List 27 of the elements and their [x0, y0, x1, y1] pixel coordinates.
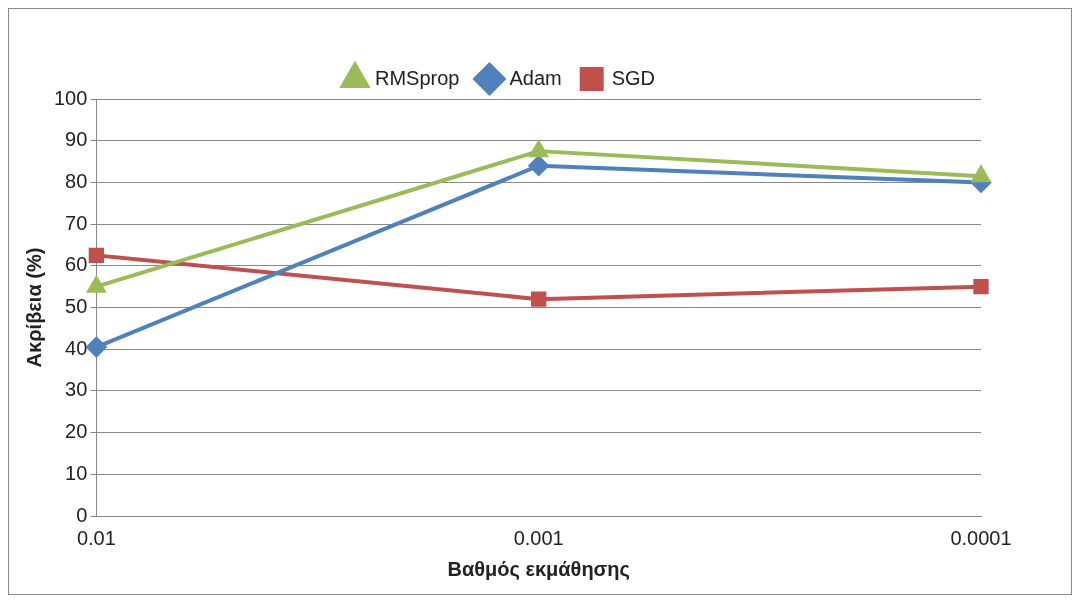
point — [973, 278, 989, 295]
point — [86, 337, 107, 358]
point — [88, 247, 105, 264]
y-tick-label: 10 — [65, 461, 88, 484]
y-tick-label: 100 — [53, 86, 88, 109]
x-tick-label: 0.0001 — [950, 526, 1012, 549]
y-tick-label: 20 — [65, 420, 88, 443]
legend-label: Adam — [509, 66, 562, 89]
y-tick-label: 80 — [65, 169, 88, 192]
y-tick-label: 70 — [65, 211, 88, 234]
legend-label: RMSprop — [374, 66, 460, 89]
point — [529, 141, 548, 158]
legend-label: SGD — [611, 66, 656, 89]
point — [972, 166, 990, 183]
y-tick-label: 90 — [65, 128, 88, 151]
y-tick-label: 60 — [65, 253, 88, 276]
y-tick-label: 0 — [76, 503, 88, 526]
point — [87, 276, 106, 293]
y-tick-label: 40 — [65, 336, 88, 359]
point — [528, 155, 549, 176]
x-tick-label: 0.001 — [513, 526, 564, 549]
y-tick-label: 30 — [65, 378, 88, 401]
y-tick-label: 50 — [65, 295, 88, 318]
x-axis-title: Βαθμός εκμάθησης — [447, 557, 630, 580]
y-axis-title: Ακρίβεια (%) — [22, 247, 45, 368]
point — [531, 291, 547, 307]
x-tick-label: 0.01 — [76, 526, 116, 549]
